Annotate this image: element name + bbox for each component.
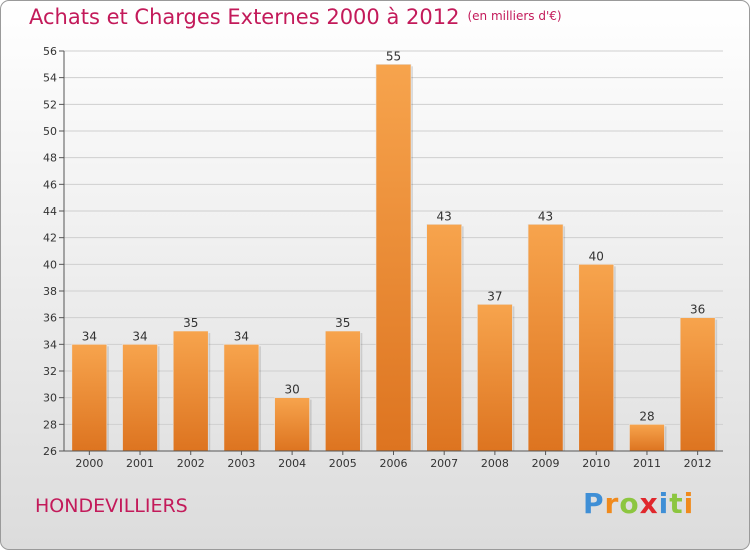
y-tick-label: 40 xyxy=(43,258,57,271)
chart-title-block: Achats et Charges Externes 2000 à 2012 (e… xyxy=(29,5,562,29)
x-tick-label: 2007 xyxy=(430,457,458,470)
bar xyxy=(375,64,412,452)
x-tick-label: 2004 xyxy=(278,457,306,470)
logo-letter: i xyxy=(658,487,670,520)
y-tick-label: 56 xyxy=(43,45,57,58)
x-tick-label: 2005 xyxy=(329,457,357,470)
y-tick-label: 34 xyxy=(43,338,57,351)
logo-letter: x xyxy=(639,487,659,520)
bar-value-label: 43 xyxy=(538,209,553,223)
place-name: HONDEVILLIERS xyxy=(35,495,188,517)
y-tick-label: 48 xyxy=(43,152,57,165)
bar-value-label: 37 xyxy=(487,289,502,303)
x-tick-label: 2011 xyxy=(633,457,661,470)
x-tick-label: 2000 xyxy=(75,457,103,470)
chart-subtitle: (en milliers d'€) xyxy=(467,9,562,23)
x-tick-label: 2001 xyxy=(126,457,154,470)
chart-title: Achats et Charges Externes 2000 à 2012 xyxy=(29,5,460,29)
bar xyxy=(172,330,209,452)
x-tick-label: 2012 xyxy=(684,457,712,470)
bar xyxy=(578,264,615,452)
y-tick-label: 44 xyxy=(43,205,57,218)
logo-letter: r xyxy=(604,487,620,520)
bar xyxy=(426,224,462,452)
x-tick-label: 2002 xyxy=(177,457,205,470)
y-tick-label: 26 xyxy=(43,445,57,458)
y-tick-label: 46 xyxy=(43,178,57,191)
bar xyxy=(71,344,108,452)
x-tick-label: 2008 xyxy=(481,457,509,470)
x-tick-label: 2003 xyxy=(227,457,255,470)
bar xyxy=(679,317,716,452)
bar-value-label: 28 xyxy=(639,409,654,423)
bar xyxy=(325,330,361,452)
bar xyxy=(122,344,158,452)
y-tick-label: 38 xyxy=(43,285,57,298)
bar-value-label: 34 xyxy=(82,329,97,343)
logo-letter: i xyxy=(683,487,695,520)
y-tick-label: 30 xyxy=(43,392,57,405)
logo-letter: o xyxy=(619,487,640,520)
y-tick-label: 32 xyxy=(43,365,57,378)
bar-value-label: 34 xyxy=(234,329,249,343)
bar-value-label: 30 xyxy=(284,383,299,397)
y-tick-label: 54 xyxy=(43,72,57,85)
bar-value-label: 36 xyxy=(690,303,705,317)
bar xyxy=(477,304,513,452)
bar-value-label: 40 xyxy=(589,249,604,263)
logo-letter: t xyxy=(669,487,684,520)
bar xyxy=(629,424,665,452)
x-tick-label: 2010 xyxy=(582,457,610,470)
y-tick-label: 50 xyxy=(43,125,57,138)
logo-letter: P xyxy=(583,487,605,520)
bar xyxy=(223,344,260,452)
proxiti-logo[interactable]: Proxiti xyxy=(583,487,694,520)
y-tick-label: 52 xyxy=(43,98,57,111)
bar xyxy=(527,224,564,452)
y-tick-label: 28 xyxy=(43,418,57,431)
bar-value-label: 34 xyxy=(132,329,147,343)
bar-value-label: 55 xyxy=(386,49,401,63)
bar xyxy=(274,397,310,452)
bar-value-label: 43 xyxy=(437,209,452,223)
x-tick-label: 2009 xyxy=(532,457,560,470)
bar-value-label: 35 xyxy=(335,316,350,330)
y-tick-label: 42 xyxy=(43,232,57,245)
y-tick-label: 36 xyxy=(43,312,57,325)
x-tick-label: 2006 xyxy=(380,457,408,470)
bar-value-label: 35 xyxy=(183,316,198,330)
